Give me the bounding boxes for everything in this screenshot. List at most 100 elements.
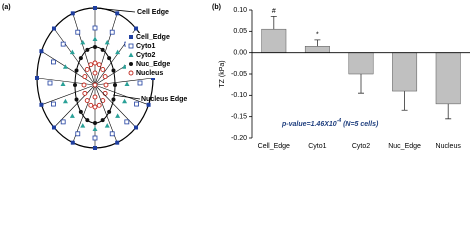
marker	[85, 47, 90, 52]
pointer	[94, 7, 136, 13]
marker	[93, 45, 97, 49]
panel-label: (a)	[2, 4, 11, 11]
error-bar	[401, 91, 408, 111]
legend-label: Cyto1	[136, 43, 156, 50]
radial-line	[94, 77, 154, 86]
marker	[75, 29, 81, 35]
marker	[92, 126, 98, 131]
error-bar	[270, 15, 277, 30]
marker	[93, 146, 97, 150]
significance-mark: *	[316, 32, 319, 39]
marker	[129, 62, 133, 66]
error-bar	[358, 74, 364, 94]
radial-line	[94, 13, 118, 86]
marker	[92, 60, 98, 66]
radial-line	[41, 50, 96, 86]
note-main: p-value=1.46X10	[281, 121, 337, 128]
marker	[62, 98, 68, 104]
legend-bg	[126, 33, 174, 42]
marker	[104, 39, 110, 45]
radial-line	[36, 77, 96, 86]
marker	[74, 68, 79, 73]
marker	[122, 64, 128, 69]
marker	[96, 102, 102, 108]
marker	[78, 109, 83, 114]
marker	[93, 6, 97, 10]
marker	[60, 119, 66, 125]
radial-line	[53, 28, 96, 86]
marker	[107, 109, 112, 114]
marker	[124, 81, 130, 86]
y-tick-label: -0.05	[231, 71, 247, 78]
y-axis-label: TZ (kPa)	[219, 60, 226, 87]
legend-label: Nuc_Edge	[136, 61, 170, 68]
bar-chart: TZ (kPa) p-value=1.46X10-4 (N=5 cells) 0…	[219, 7, 470, 150]
radial-line	[94, 84, 149, 106]
marker	[134, 101, 139, 107]
marker	[75, 131, 81, 137]
y-tick-label: -0.10	[231, 92, 247, 99]
marker	[51, 26, 56, 31]
marker	[82, 90, 88, 96]
marker	[69, 49, 75, 55]
legend-label: Cell_Edge	[136, 34, 170, 41]
cell-edge-label: Cell Edge	[137, 9, 169, 16]
significance-mark: #	[272, 8, 276, 15]
legend-bg	[126, 42, 174, 51]
error-bar	[445, 103, 452, 120]
legend-bg	[126, 69, 174, 78]
y-tick-label: 0.00	[233, 50, 247, 57]
y-tick-label: -0.15	[231, 114, 247, 121]
marker	[137, 80, 143, 86]
marker	[128, 70, 134, 76]
marker	[115, 113, 121, 118]
p-value-note: p-value=1.46X10-4 (N=5 cells)	[281, 118, 379, 128]
marker	[146, 102, 151, 107]
marker	[73, 83, 77, 87]
marker	[51, 101, 56, 107]
x-tick-label: Cell_Edge	[258, 143, 290, 150]
marker	[62, 64, 68, 69]
marker	[134, 125, 139, 130]
y-tick-label: 0.10	[233, 7, 247, 14]
marker	[100, 47, 105, 52]
marker	[70, 140, 75, 145]
marker	[93, 121, 97, 125]
marker	[84, 98, 90, 104]
marker	[96, 62, 102, 68]
error-bar	[314, 39, 321, 47]
marker	[100, 66, 106, 72]
bar	[261, 28, 287, 53]
marker	[92, 25, 98, 31]
marker	[115, 140, 120, 145]
marker	[88, 102, 94, 108]
marker	[82, 74, 88, 80]
marker	[111, 97, 116, 102]
marker	[60, 41, 66, 47]
legend-bg	[126, 51, 174, 60]
marker	[92, 94, 98, 100]
legend-label: Nucleus	[136, 70, 163, 77]
bar	[392, 52, 418, 92]
marker	[85, 118, 90, 123]
y-tick-label: -0.20	[231, 135, 247, 142]
marker	[39, 49, 44, 54]
marker	[100, 118, 105, 123]
marker	[88, 62, 94, 68]
marker	[109, 131, 115, 137]
marker	[35, 76, 39, 80]
marker	[51, 59, 56, 65]
marker	[115, 49, 121, 55]
marker	[128, 43, 134, 49]
marker	[115, 11, 120, 16]
marker	[80, 39, 86, 45]
marker	[92, 104, 98, 110]
panel-label: (b)	[212, 4, 221, 11]
marker	[70, 11, 75, 16]
x-tick-label: Nucleus	[436, 143, 462, 150]
marker	[113, 83, 117, 87]
marker	[84, 66, 90, 72]
marker	[47, 80, 53, 86]
y-tick-label: 0.05	[233, 28, 247, 35]
marker	[129, 35, 133, 39]
